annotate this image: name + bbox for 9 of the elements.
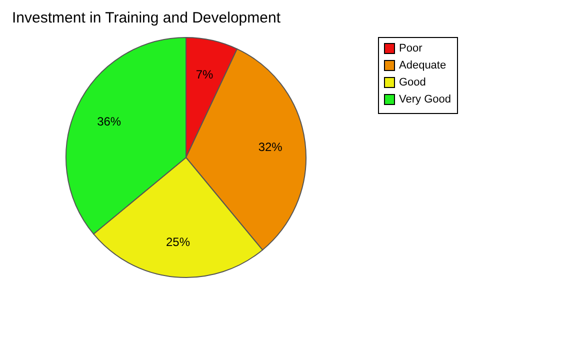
chart-title: Investment in Training and Development	[12, 10, 282, 26]
data-label: 36%	[97, 114, 122, 128]
legend-label: Adequate	[399, 60, 446, 72]
legend-label: Good	[399, 76, 426, 88]
data-label: 32%	[258, 140, 283, 154]
legend-label: Very Good	[399, 94, 451, 106]
data-label: 7%	[196, 68, 214, 82]
data-label: 25%	[166, 235, 190, 250]
legend-label: Poor	[399, 42, 423, 54]
